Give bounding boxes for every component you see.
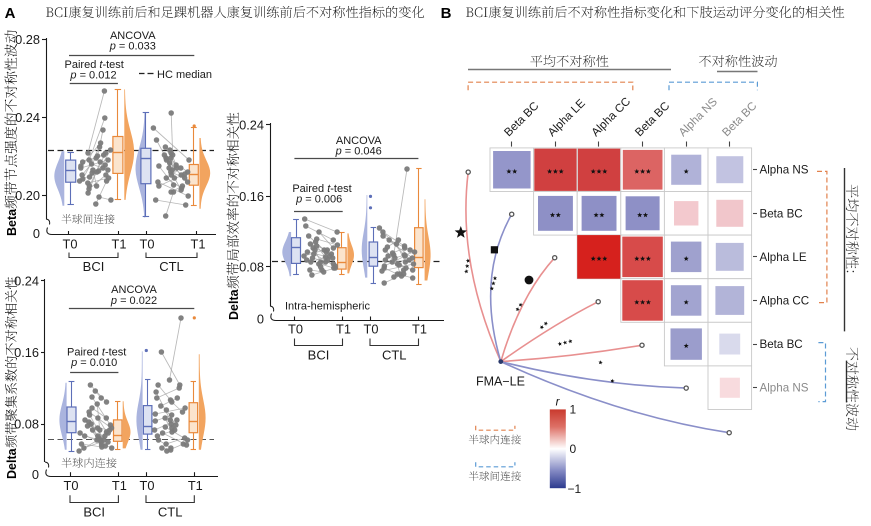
svg-text:Paired t-test: Paired t-test [65, 59, 124, 71]
svg-text:FMA−LE: FMA−LE [476, 375, 525, 389]
svg-text:T0: T0 [64, 478, 79, 493]
svg-text:p = 0.033: p = 0.033 [109, 40, 156, 52]
svg-text:T1: T1 [191, 237, 206, 252]
svg-text:0.24: 0.24 [15, 110, 40, 125]
svg-text:Paired t-test: Paired t-test [67, 347, 126, 359]
svg-text:BCI: BCI [83, 259, 105, 274]
svg-text:Alpha NS: Alpha NS [760, 382, 809, 395]
svg-text:ANCOVA: ANCOVA [336, 135, 382, 147]
svg-text:T0: T0 [140, 478, 155, 493]
svg-text:T1: T1 [188, 478, 203, 493]
svg-text:Paired t-test: Paired t-test [292, 183, 351, 195]
svg-text:0.08: 0.08 [14, 417, 39, 432]
svg-text:T1: T1 [112, 237, 127, 252]
svg-text:B: B [441, 5, 452, 22]
svg-text:T1: T1 [112, 478, 127, 493]
svg-text:ANCOVA: ANCOVA [111, 284, 157, 296]
svg-text:Beta BC: Beta BC [760, 338, 803, 351]
svg-text:T1: T1 [336, 322, 351, 337]
svg-text:p = 0.022: p = 0.022 [110, 295, 157, 307]
svg-text:0: 0 [257, 311, 264, 326]
svg-text:T0: T0 [364, 322, 379, 337]
svg-text:0: 0 [33, 226, 40, 241]
svg-text:HC median: HC median [157, 69, 212, 81]
svg-text:A: A [5, 5, 16, 22]
svg-text:Alpha NS: Alpha NS [760, 164, 809, 177]
svg-text:r: r [556, 397, 561, 409]
svg-text:Alpha CC: Alpha CC [760, 295, 810, 308]
svg-text:p = 0.006: p = 0.006 [295, 193, 342, 205]
svg-text:Delta: Delta [5, 447, 19, 479]
svg-text:T0: T0 [140, 237, 155, 252]
svg-text:0: 0 [32, 467, 39, 482]
svg-text:T1: T1 [412, 322, 427, 337]
svg-text:p = 0.046: p = 0.046 [335, 145, 382, 157]
svg-text:T0: T0 [63, 237, 78, 252]
svg-text:0.20: 0.20 [15, 188, 40, 203]
svg-text:0.16: 0.16 [14, 345, 39, 360]
svg-text:CTL: CTL [159, 259, 184, 274]
svg-text:CTL: CTL [158, 505, 183, 520]
svg-text:0.16: 0.16 [239, 189, 264, 204]
svg-text:0.24: 0.24 [239, 118, 264, 133]
svg-text:CTL: CTL [382, 348, 407, 363]
svg-text:0.24: 0.24 [14, 274, 39, 289]
svg-text:Alpha LE: Alpha LE [760, 251, 807, 264]
svg-text:BCI: BCI [308, 348, 330, 363]
svg-text:ANCOVA: ANCOVA [110, 30, 156, 42]
svg-text:Beta BC: Beta BC [760, 207, 803, 220]
svg-text:Intra-hemispheric: Intra-hemispheric [285, 301, 370, 313]
svg-text:p = 0.010: p = 0.010 [70, 357, 117, 369]
svg-text:BCI: BCI [83, 505, 105, 520]
svg-text:0: 0 [570, 442, 577, 456]
svg-text:0.28: 0.28 [15, 32, 40, 47]
svg-text:1: 1 [570, 403, 577, 417]
svg-text:p = 0.012: p = 0.012 [69, 70, 116, 82]
svg-text:Delta: Delta [227, 288, 241, 320]
svg-text:Beta: Beta [5, 208, 19, 236]
svg-text:0.08: 0.08 [239, 260, 264, 275]
svg-text:−1: −1 [568, 482, 582, 496]
svg-text:T0: T0 [288, 322, 303, 337]
